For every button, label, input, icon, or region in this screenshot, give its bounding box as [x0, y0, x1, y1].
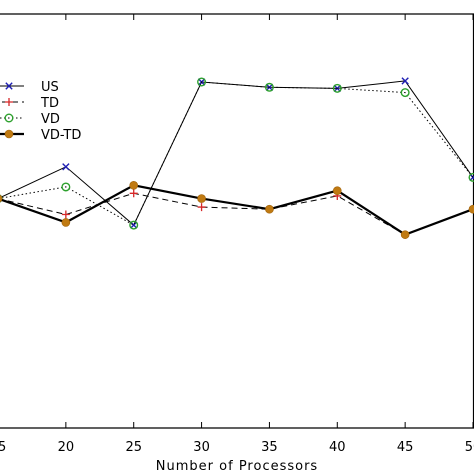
x-tick-label: 35 [261, 440, 278, 455]
data-point-us [130, 221, 138, 229]
data-point-vd-td [332, 186, 342, 195]
data-point-vd-td [61, 218, 71, 227]
legend-marker [5, 82, 13, 90]
legend-label: VD [41, 112, 60, 127]
legend-label: US [41, 80, 59, 95]
data-point-vd-td [0, 194, 3, 203]
legend-label: VD-TD [41, 128, 81, 143]
x-tick-label: 45 [397, 440, 414, 455]
data-point-vd [61, 182, 71, 192]
data-point-vd [129, 220, 139, 230]
series-vd [0, 77, 474, 230]
legend-item: TD [0, 96, 59, 111]
data-point-vd [197, 77, 207, 87]
series-us [0, 77, 474, 229]
x-tick-label: 25 [125, 440, 142, 455]
x-tick-label: 15 [0, 440, 6, 455]
legend-item: VD [0, 112, 60, 127]
legend-marker [5, 98, 13, 106]
data-point-td [61, 210, 70, 219]
x-tick-label: 20 [58, 440, 75, 455]
data-point-us [401, 77, 409, 85]
legend-item: US [0, 80, 59, 95]
data-point-vd-td [129, 181, 139, 190]
data-point-us [469, 173, 474, 182]
x-tick-label: 50 [465, 440, 474, 455]
series-line-td [0, 192, 474, 236]
series-line-vd-td [0, 184, 474, 236]
x-tick-label: 40 [329, 440, 346, 455]
data-point-vd-td [265, 204, 274, 214]
data-point-vd [264, 82, 274, 92]
series-layer [0, 77, 474, 239]
legend-label: TD [40, 96, 59, 111]
data-point-vd-td [468, 204, 474, 214]
data-point-td [129, 189, 138, 198]
x-axis-label: Number of Processors [156, 459, 318, 474]
x-tick-label: 30 [193, 440, 210, 455]
legend-item: VD-TD [0, 128, 81, 143]
data-point-vd [468, 172, 474, 182]
data-point-vd-td [197, 194, 206, 203]
data-point-td [197, 203, 206, 212]
legend-marker [4, 129, 14, 139]
series-line-us [0, 80, 474, 226]
data-point-vd-td [400, 230, 410, 239]
data-point-us [62, 163, 70, 171]
plot-frame [0, 13, 474, 429]
legend-marker [4, 113, 14, 123]
data-point-vd [400, 88, 410, 98]
data-point-vd [332, 83, 342, 93]
series-vd-td [0, 181, 474, 239]
